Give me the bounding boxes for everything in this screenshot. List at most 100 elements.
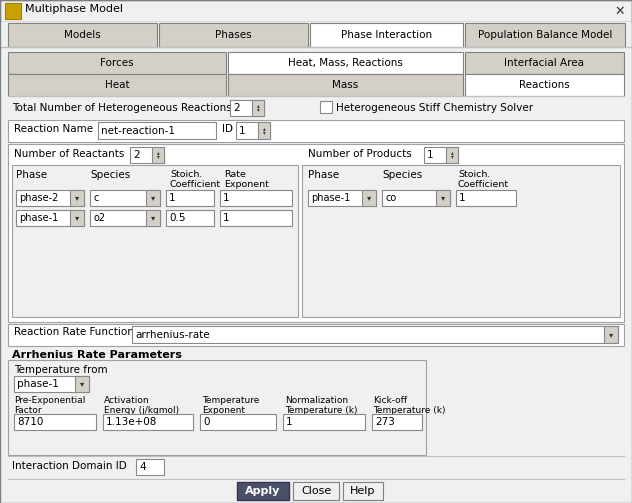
Bar — [8, 23, 157, 47]
Bar — [362, 190, 376, 206]
Bar — [382, 190, 450, 206]
Bar — [200, 414, 276, 430]
Text: Temperature
Exponent: Temperature Exponent — [202, 396, 259, 415]
Text: net-reaction-1: net-reaction-1 — [101, 126, 175, 135]
Bar — [8, 120, 624, 142]
Bar — [8, 324, 624, 346]
Bar — [103, 414, 193, 430]
Text: 1: 1 — [169, 193, 176, 203]
Bar — [146, 190, 160, 206]
Bar — [16, 210, 84, 226]
Bar — [230, 100, 264, 116]
Bar — [308, 190, 376, 206]
Text: 0.5: 0.5 — [169, 213, 186, 223]
Text: ID: ID — [222, 124, 233, 134]
Text: ▾: ▾ — [157, 154, 159, 159]
Text: phase-1: phase-1 — [19, 213, 58, 223]
Text: Temperature from: Temperature from — [14, 365, 107, 375]
Text: ▾: ▾ — [151, 213, 155, 222]
Bar — [75, 376, 89, 392]
Text: Heterogeneous Stiff Chemistry Solver: Heterogeneous Stiff Chemistry Solver — [336, 103, 533, 113]
Text: ▾: ▾ — [75, 194, 79, 203]
Bar — [310, 23, 463, 47]
Text: Multiphase Model: Multiphase Model — [25, 4, 123, 14]
Bar — [90, 190, 160, 206]
Text: ▾: ▾ — [257, 108, 259, 113]
Bar — [302, 165, 620, 317]
Text: Reactions: Reactions — [519, 80, 570, 90]
Text: 8710: 8710 — [17, 417, 44, 427]
Text: Kick-off
Temperature (k): Kick-off Temperature (k) — [373, 396, 446, 415]
Bar — [465, 23, 625, 47]
Bar — [252, 100, 264, 116]
Text: 2: 2 — [133, 150, 140, 160]
Text: phase-2: phase-2 — [19, 193, 58, 203]
Text: Pre-Exponential
Factor: Pre-Exponential Factor — [14, 396, 85, 415]
Text: Interaction Domain ID: Interaction Domain ID — [12, 461, 127, 471]
Bar — [228, 74, 463, 96]
Text: 1: 1 — [239, 126, 246, 135]
Text: Reaction Rate Function: Reaction Rate Function — [14, 327, 134, 337]
Bar — [14, 376, 89, 392]
Text: ▾: ▾ — [367, 194, 371, 203]
Text: Heat: Heat — [105, 80, 130, 90]
Text: Interfacial Area: Interfacial Area — [504, 58, 585, 68]
Bar — [236, 122, 270, 139]
Text: o2: o2 — [93, 213, 105, 223]
Bar — [8, 52, 226, 74]
Bar — [0, 47, 632, 77]
Bar — [228, 52, 463, 74]
Bar — [98, 122, 216, 139]
Text: ▾: ▾ — [441, 194, 445, 203]
Text: Phase: Phase — [16, 170, 47, 180]
Text: 4: 4 — [139, 462, 145, 472]
Text: Total Number of Heterogeneous Reactions: Total Number of Heterogeneous Reactions — [12, 103, 232, 113]
Text: phase-1: phase-1 — [17, 379, 59, 389]
Text: Phase: Phase — [308, 170, 339, 180]
Text: Number of Reactants: Number of Reactants — [14, 149, 125, 159]
Bar — [16, 190, 84, 206]
Bar — [12, 165, 298, 317]
Text: ▾: ▾ — [263, 130, 265, 135]
Text: Mass: Mass — [332, 80, 358, 90]
Text: 1: 1 — [223, 213, 229, 223]
Text: Heat, Mass, Reactions: Heat, Mass, Reactions — [288, 58, 403, 68]
Bar — [320, 101, 332, 113]
Bar — [146, 210, 160, 226]
Text: 1: 1 — [223, 193, 229, 203]
Bar — [258, 122, 270, 139]
Text: ▾: ▾ — [609, 330, 613, 339]
Text: Apply: Apply — [245, 486, 281, 496]
Bar — [166, 190, 214, 206]
Bar — [90, 210, 160, 226]
Bar — [8, 144, 624, 322]
Text: Stoich.
Coefficient: Stoich. Coefficient — [458, 170, 509, 190]
Text: ▾: ▾ — [80, 379, 84, 388]
Text: Models: Models — [64, 30, 101, 40]
Text: Help: Help — [350, 486, 375, 496]
Bar — [283, 414, 365, 430]
Bar — [8, 74, 226, 96]
Text: ▴: ▴ — [451, 150, 453, 155]
Bar — [70, 210, 84, 226]
Bar — [293, 482, 339, 500]
Text: Arrhenius Rate Parameters: Arrhenius Rate Parameters — [12, 350, 182, 360]
Bar — [424, 147, 458, 163]
Bar — [465, 52, 624, 74]
Text: Stoich.
Coefficient: Stoich. Coefficient — [170, 170, 221, 190]
Text: Rate
Exponent: Rate Exponent — [224, 170, 269, 190]
Bar — [136, 459, 164, 475]
Bar — [70, 190, 84, 206]
Text: Forces: Forces — [100, 58, 134, 68]
Bar — [132, 326, 618, 343]
Text: Species: Species — [90, 170, 130, 180]
Bar — [130, 147, 164, 163]
Text: 1: 1 — [427, 150, 434, 160]
Bar — [152, 147, 164, 163]
Text: Phase Interaction: Phase Interaction — [341, 30, 432, 40]
Bar — [14, 414, 96, 430]
Text: 1: 1 — [459, 193, 466, 203]
Text: Reaction Name: Reaction Name — [14, 124, 93, 134]
Text: c: c — [93, 193, 99, 203]
Text: ▴: ▴ — [157, 150, 159, 155]
